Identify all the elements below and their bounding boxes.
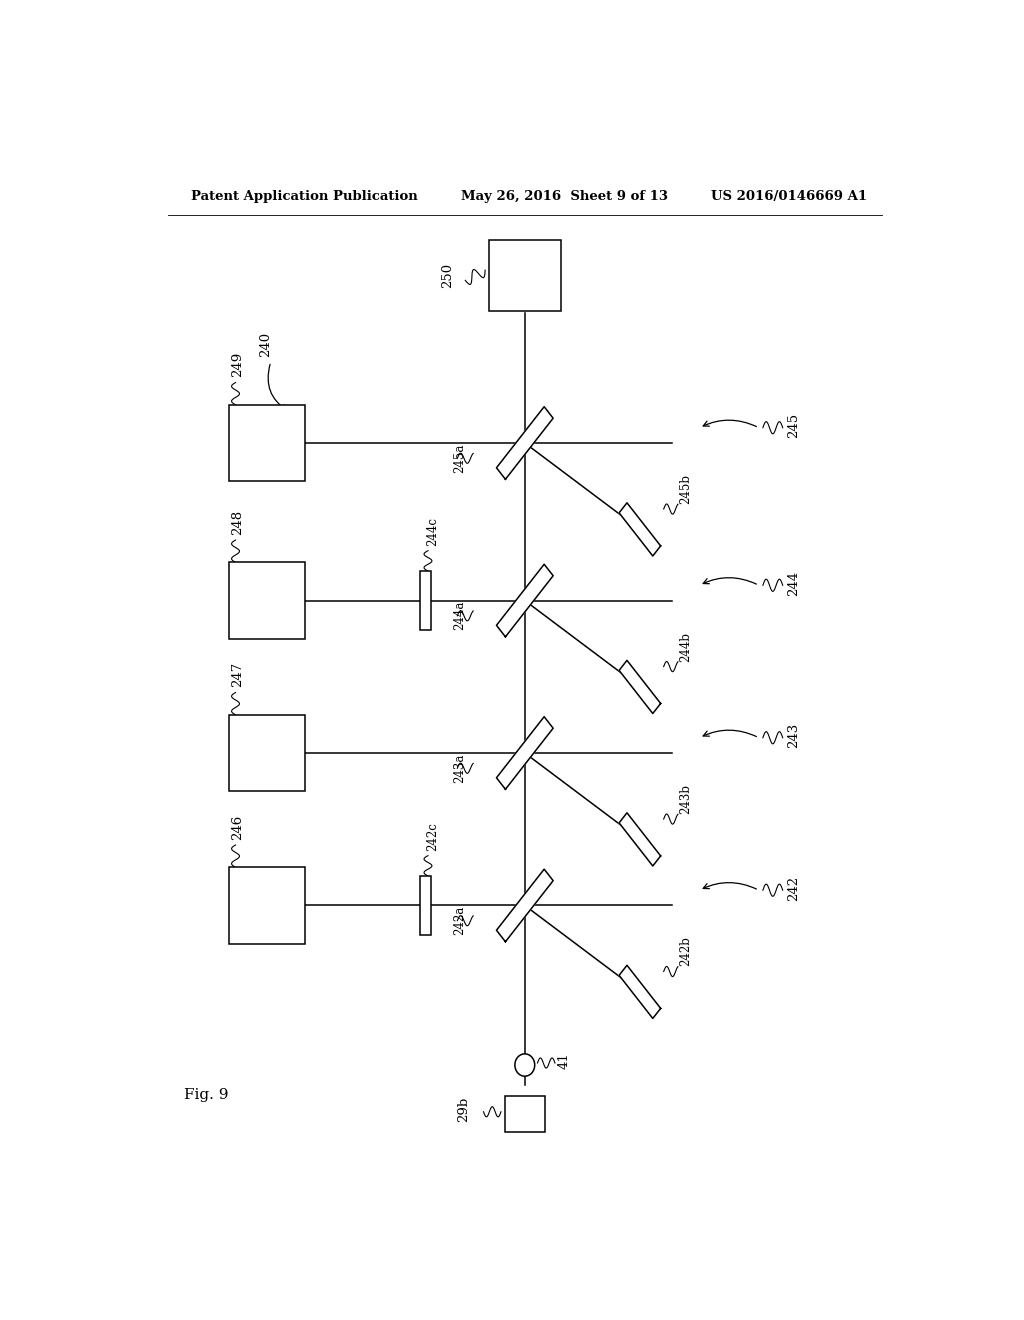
Text: 250: 250 <box>441 263 455 288</box>
Polygon shape <box>620 503 660 556</box>
Text: 244: 244 <box>786 570 800 595</box>
Text: 247: 247 <box>231 663 245 688</box>
Text: 243a: 243a <box>454 754 466 783</box>
Text: 244c: 244c <box>426 516 439 545</box>
Text: 242a: 242a <box>454 906 466 936</box>
Text: Patent Application Publication: Patent Application Publication <box>191 190 418 202</box>
Text: 240: 240 <box>259 331 272 356</box>
Polygon shape <box>497 869 553 941</box>
Text: Fig. 9: Fig. 9 <box>183 1088 228 1102</box>
Text: 242c: 242c <box>426 821 439 850</box>
Bar <box>421 572 431 630</box>
Bar <box>229 405 304 480</box>
Text: 244a: 244a <box>454 601 466 631</box>
Text: US 2016/0146669 A1: US 2016/0146669 A1 <box>712 190 867 202</box>
Polygon shape <box>497 407 553 479</box>
Text: 245: 245 <box>786 413 800 438</box>
Ellipse shape <box>515 1053 535 1076</box>
Polygon shape <box>620 813 660 866</box>
Text: 249: 249 <box>231 352 245 378</box>
Text: 245b: 245b <box>680 474 692 504</box>
Text: 245a: 245a <box>454 444 466 473</box>
Bar <box>505 1096 545 1131</box>
Text: 244b: 244b <box>680 631 692 661</box>
Text: 41: 41 <box>557 1052 570 1069</box>
Bar <box>229 562 304 639</box>
Polygon shape <box>620 965 660 1019</box>
Text: 29b: 29b <box>458 1097 470 1122</box>
Text: May 26, 2016  Sheet 9 of 13: May 26, 2016 Sheet 9 of 13 <box>461 190 669 202</box>
Text: 243: 243 <box>786 723 800 748</box>
Polygon shape <box>497 564 553 636</box>
Bar <box>489 240 560 312</box>
Polygon shape <box>620 660 660 714</box>
Bar <box>229 715 304 791</box>
Text: 248: 248 <box>231 510 245 535</box>
Text: 243b: 243b <box>680 784 692 814</box>
Bar <box>421 876 431 935</box>
Bar <box>229 867 304 944</box>
Text: 242b: 242b <box>680 937 692 966</box>
Text: 242: 242 <box>786 875 800 900</box>
Polygon shape <box>497 717 553 789</box>
Text: 246: 246 <box>231 814 245 840</box>
